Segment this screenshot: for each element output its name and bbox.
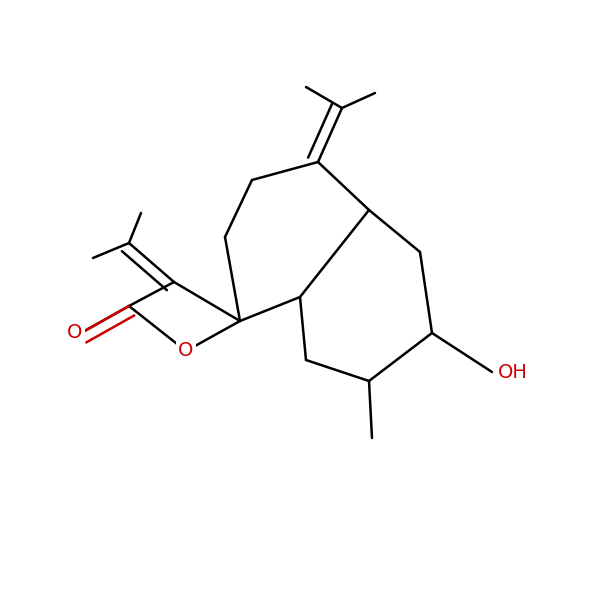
Text: O: O: [178, 341, 194, 361]
Text: O: O: [67, 323, 83, 343]
Text: OH: OH: [498, 362, 528, 382]
